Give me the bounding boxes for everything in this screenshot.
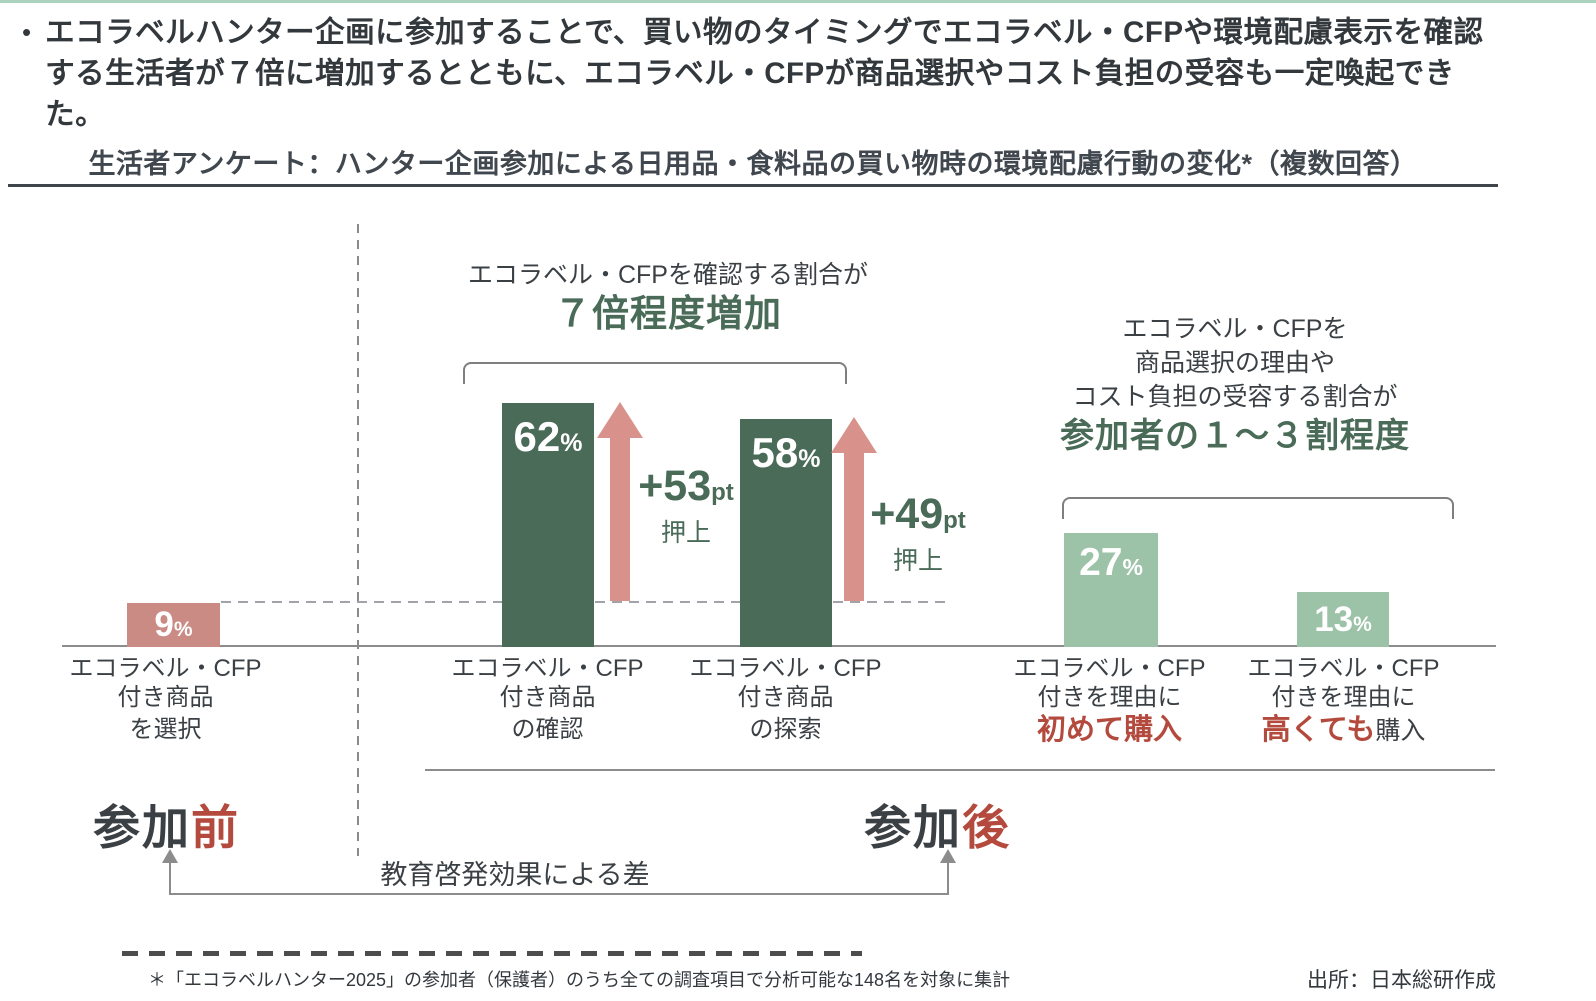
increase-arrow-icon — [831, 417, 877, 601]
annotation-purchase-line2: 商品選択の理由や — [1134, 349, 1335, 377]
delta-label-49pt: +49pt 押上 — [858, 490, 978, 577]
delta-note: 押上 — [892, 547, 943, 575]
bracket-check-ratio — [463, 362, 847, 384]
arrow-shaft — [844, 453, 864, 601]
arrow-head — [831, 417, 877, 453]
effect-connector-stub — [947, 862, 949, 894]
effect-connector-line — [169, 893, 949, 895]
annotation-purchase-line3: コスト負担の受容する割合が — [1072, 383, 1398, 411]
category-label-select: エコラベル・CFP 付き商品 を選択 — [63, 654, 268, 745]
summary-bullet: • エコラベルハンター企画に参加することで、買い物のタイミングでエコラベル・CF… — [22, 12, 1484, 135]
annotation-check-ratio-highlight: ７倍程度増加 — [554, 293, 782, 334]
increase-arrow-icon — [597, 402, 643, 601]
bar-value-unit: % — [798, 445, 821, 473]
annotation-purchase-highlight: 参加者の１～３割程度 — [1060, 417, 1410, 455]
delta-note: 押上 — [660, 519, 711, 547]
category-line: 付き商品 — [117, 684, 214, 711]
category-label-check: エコラベル・CFP 付き商品 の確認 — [445, 654, 650, 745]
category-line: エコラベル・CFP — [451, 655, 644, 682]
up-arrow-icon — [940, 849, 956, 863]
chart-title: 生活者アンケート：ハンター企画参加による日用品・食料品の買い物時の環境配慮行動の… — [88, 149, 1418, 179]
arrow-head — [597, 402, 643, 438]
delta-label-53pt: +53pt 押上 — [626, 462, 746, 549]
annotation-purchase-ratio: エコラベル・CFPを 商品選択の理由や コスト負担の受容する割合が 参加者の１～… — [1005, 312, 1465, 458]
annotation-check-ratio-text: エコラベル・CFPを確認する割合が — [467, 261, 868, 289]
bar-value-unit: % — [560, 429, 583, 457]
bar-value-label: 27% — [1064, 541, 1158, 585]
delta-value: +53pt — [638, 462, 734, 510]
bar-value-number: 62 — [513, 413, 561, 460]
bar-value-number: 13 — [1314, 600, 1354, 639]
arrow-shaft — [610, 438, 630, 601]
source-text: 出所：日本総研作成 — [1307, 969, 1496, 992]
category-line: エコラベル・CFP — [1247, 655, 1440, 682]
annotation-check-ratio: エコラベル・CFPを確認する割合が ７倍程度増加 — [408, 258, 928, 336]
title-underline — [8, 184, 1498, 187]
effect-connector-stub — [169, 862, 171, 894]
after-group-line — [425, 769, 1495, 771]
label-after-participation: 参加後 — [864, 801, 1011, 854]
bracket-purchase-ratio — [1062, 497, 1454, 519]
category-line: 初めて購入 — [1036, 714, 1182, 746]
bar-value-number: 9 — [154, 605, 174, 644]
delta-value: +49pt — [870, 490, 966, 538]
category-label-search: エコラベル・CFP 付き商品 の探索 — [683, 654, 888, 745]
bar-search-after: 58% — [740, 419, 832, 647]
bar-value-label: 58% — [740, 429, 832, 477]
category-line: 高くても購入 — [1261, 714, 1426, 746]
bar-value-unit: % — [1122, 554, 1143, 580]
category-label-premium-purchase: エコラベル・CFP 付きを理由に 高くても購入 — [1236, 654, 1451, 747]
category-line: の確認 — [511, 716, 584, 743]
bar-select-before: 9% — [127, 603, 220, 647]
bar-value-unit: % — [1353, 613, 1372, 636]
bar-value-label: 13% — [1297, 592, 1389, 654]
category-line: エコラベル・CFP — [1013, 655, 1206, 682]
category-line: 付き商品 — [737, 684, 834, 711]
bar-first-purchase: 27% — [1064, 533, 1158, 647]
bar-value-label: 62% — [502, 413, 594, 461]
footnote-text: ＊「エコラベルハンター2025」の参加者（保護者）のうち全ての調査項目で分析可能… — [148, 970, 1011, 990]
bar-premium-purchase: 13% — [1297, 592, 1389, 647]
category-line: エコラベル・CFP — [689, 655, 882, 682]
before-after-divider-line — [357, 224, 359, 856]
bar-value-label: 9% — [127, 603, 220, 654]
top-accent-line — [0, 0, 1596, 3]
annotation-purchase-line1: エコラベル・CFPを — [1122, 315, 1348, 343]
label-before-participation: 参加前 — [93, 801, 240, 854]
bar-value-number: 58 — [751, 429, 799, 476]
category-line: の探索 — [749, 716, 822, 743]
category-line: エコラベル・CFP — [69, 655, 262, 682]
up-arrow-icon — [162, 849, 178, 863]
category-line: 付き商品 — [499, 684, 596, 711]
effect-note: 教育啓発効果による差 — [380, 860, 650, 890]
category-label-first-purchase: エコラベル・CFP 付きを理由に 初めて購入 — [1002, 654, 1217, 747]
category-line: 付きを理由に — [1037, 684, 1182, 711]
bar-check-after: 62% — [502, 403, 594, 647]
category-line: 付きを理由に — [1271, 684, 1416, 711]
bar-value-number: 27 — [1079, 541, 1123, 584]
bullet-marker: • — [22, 17, 32, 47]
summary-text: エコラベルハンター企画に参加することで、買い物のタイミングでエコラベル・CFPや… — [45, 16, 1484, 131]
footnote-dashed-line — [122, 951, 862, 956]
bar-value-unit: % — [173, 618, 193, 641]
category-line: を選択 — [129, 716, 202, 743]
